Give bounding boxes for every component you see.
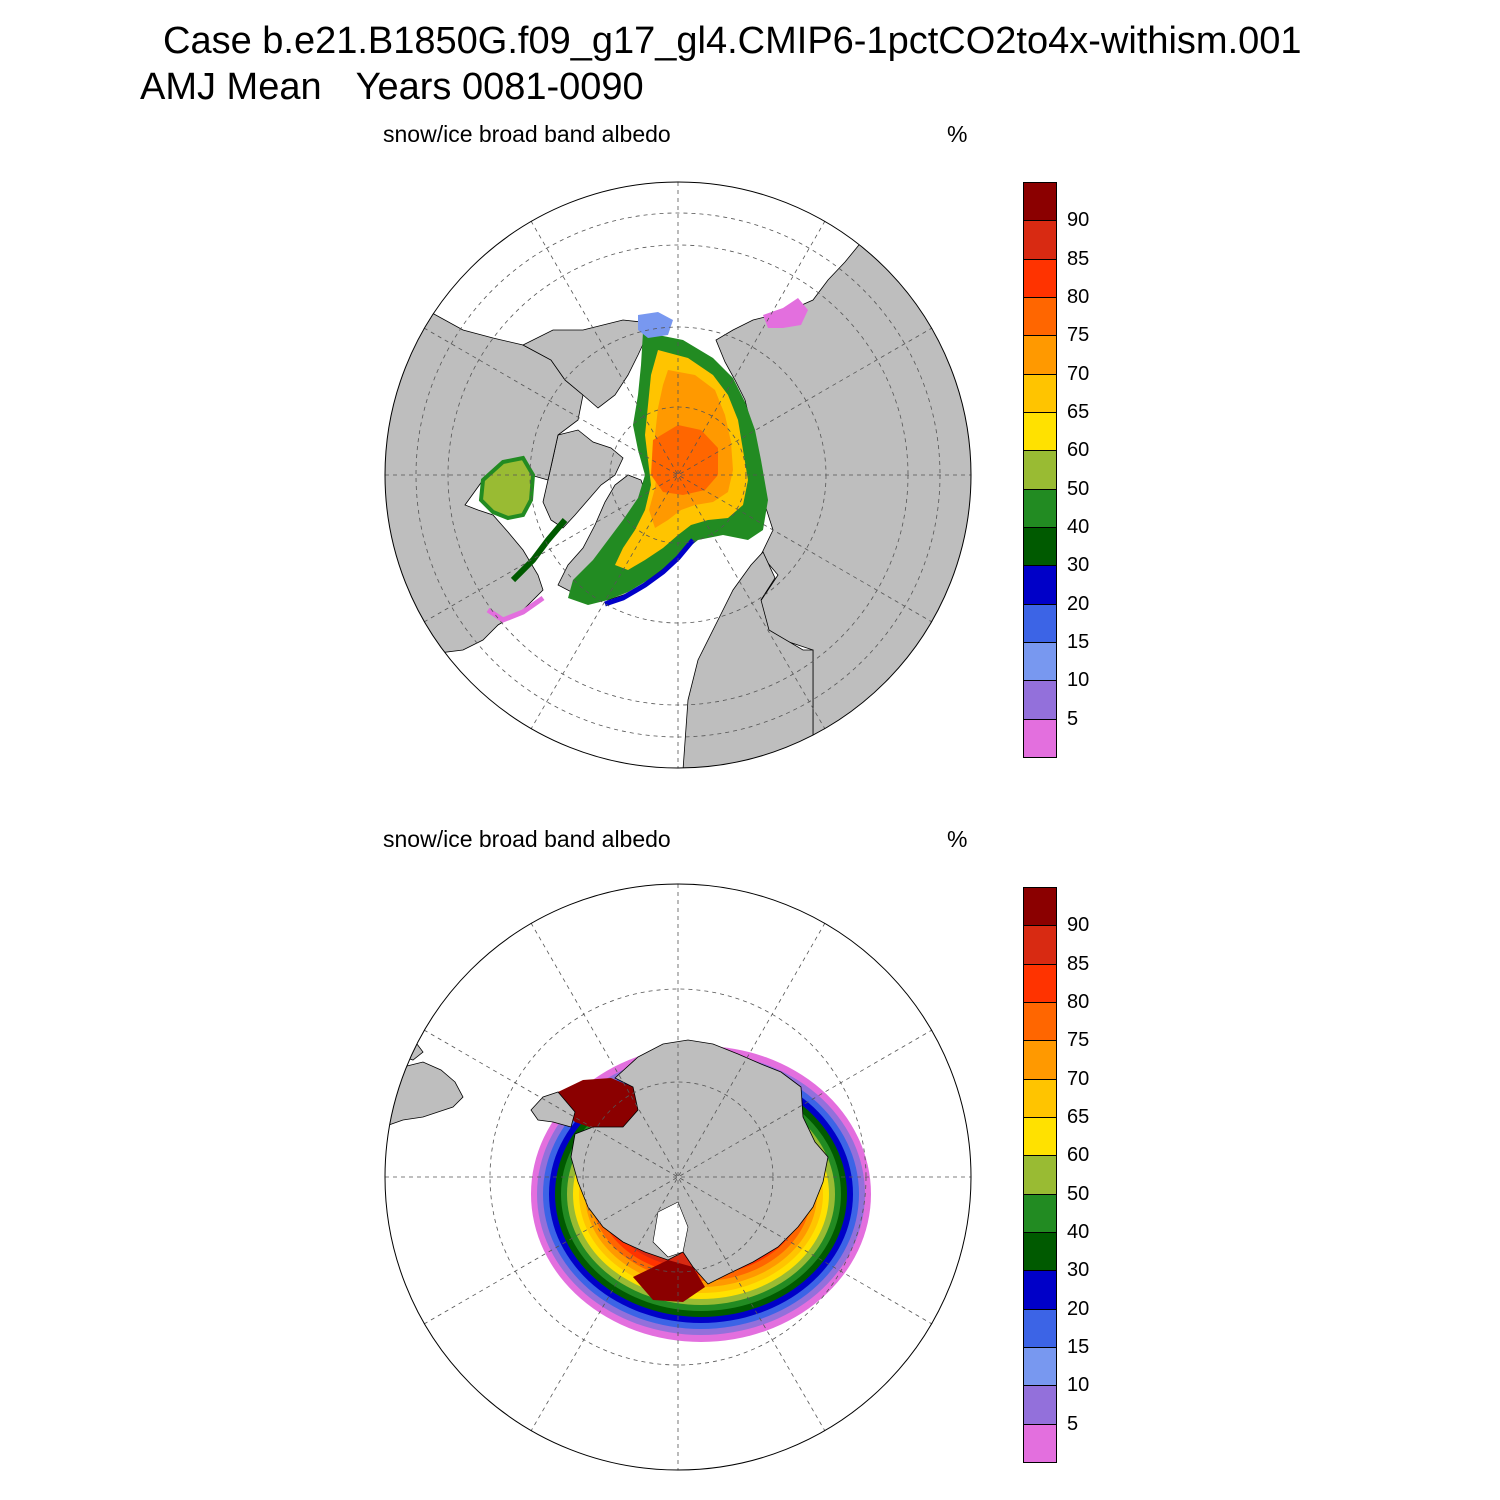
ross-sea-ice: [633, 1260, 705, 1302]
colorbar-box: [1023, 373, 1057, 413]
colorbar-box: [1023, 1155, 1057, 1195]
colorbar-box: [1023, 1040, 1057, 1080]
ross-ice-shelf: [652, 1201, 689, 1258]
season-label: AMJ Mean: [140, 66, 322, 108]
colorbar-box: [1023, 642, 1057, 682]
colorbar-tick-label: 20: [1067, 592, 1090, 615]
colorbar-tick-label: 65: [1067, 1106, 1090, 1128]
colorbar-tick-label: 80: [1067, 286, 1090, 308]
south-graticule: [385, 884, 971, 1470]
colorbar-box: [1023, 1423, 1057, 1463]
colorbar-tick-label: 30: [1067, 554, 1090, 577]
colorbar-tick-label: 85: [1067, 247, 1090, 270]
colorbar-box: [1023, 297, 1057, 337]
colorbar-tick-label: 75: [1067, 324, 1090, 347]
colorbar-tick-label: 30: [1067, 1259, 1090, 1282]
colorbar-box: [1023, 1308, 1057, 1348]
colorbar-box: [1023, 1347, 1057, 1387]
okhotsk-ice: [763, 298, 808, 328]
colorbar-tick-label: 15: [1067, 1336, 1090, 1358]
south-polar-map: [384, 883, 972, 1471]
colorbar-box: [1023, 718, 1057, 758]
east-greenland-ice: [604, 538, 695, 607]
south-america-north: [385, 1000, 424, 1061]
colorbar-tick-label: 60: [1067, 439, 1090, 462]
colorbar-box: [1023, 963, 1057, 1003]
colorbar-box: [1023, 1078, 1057, 1118]
colorbar-box: [1023, 1193, 1057, 1233]
colorbar-tick-label: 50: [1067, 1182, 1090, 1205]
panel1-unit-label: %: [947, 121, 968, 147]
colorbar-box: [1023, 258, 1057, 298]
colorbar-box: [1023, 220, 1057, 260]
canadian-archipelago: [542, 429, 624, 529]
colorbar-tick-label: 70: [1067, 1067, 1090, 1090]
figure-title-period: AMJ Mean Years 0081-0090: [140, 66, 644, 109]
figure-title-case: Case b.e21.B1850G.f09_g17_gl4.CMIP6-1pct…: [163, 20, 1302, 62]
colorbar-box: [1023, 565, 1057, 605]
baffin-ice-bands: [510, 518, 568, 583]
antarctica-landmass: [570, 1039, 829, 1285]
colorbar-tick-label: 50: [1067, 477, 1090, 500]
colorbar-tick-label: 80: [1067, 991, 1090, 1013]
colorbar-box: [1023, 182, 1057, 222]
south-america-landmass: [385, 1061, 464, 1128]
colorbar-tick-label: 65: [1067, 401, 1090, 423]
colorbar-box: [1023, 450, 1057, 490]
colorbar-box: [1023, 603, 1057, 643]
north-graticule: [385, 182, 971, 768]
colorbar-box: [1023, 1270, 1057, 1310]
colorbar-tick-label: 60: [1067, 1144, 1090, 1167]
colorbar-tick-label: 10: [1067, 669, 1090, 692]
colorbar-tick-label: 5: [1067, 1412, 1079, 1435]
alaska-landmass: [522, 319, 646, 409]
hudson-bay-ice: [478, 455, 536, 521]
colorbar-box: [1023, 527, 1057, 567]
colorbar-box: [1023, 1117, 1057, 1157]
bering-ice: [638, 312, 673, 338]
antarctic-peninsula: [530, 1091, 576, 1128]
colorbar-tick-label: 75: [1067, 1029, 1090, 1052]
south-colorbar: 90 85 80 75 70 65 60 50 40 30 20 15 10 5: [1023, 887, 1089, 1463]
colorbar-box: [1023, 1002, 1057, 1042]
colorbar-tick-label: 90: [1067, 914, 1090, 937]
panel2-unit-label: %: [947, 826, 968, 852]
colorbar-box: [1023, 925, 1057, 965]
colorbar-tick-label: 70: [1067, 362, 1090, 385]
colorbar-box: [1023, 1232, 1057, 1272]
colorbar-box: [1023, 412, 1057, 452]
colorbar-box: [1023, 1385, 1057, 1425]
north-polar-map: [384, 181, 972, 769]
europe-landmass: [682, 551, 814, 768]
colorbar-box: [1023, 335, 1057, 375]
north-colorbar: 90 85 80 75 70 65 60 50 40 30 20 15 10 5: [1023, 182, 1089, 758]
colorbar-tick-label: 20: [1067, 1297, 1090, 1320]
colorbar-tick-label: 40: [1067, 1221, 1090, 1243]
colorbar-box: [1023, 680, 1057, 720]
colorbar-box: [1023, 887, 1057, 927]
colorbar-tick-label: 5: [1067, 707, 1079, 730]
colorbar-tick-label: 90: [1067, 209, 1090, 232]
panel1-variable-label: snow/ice broad band albedo: [383, 121, 671, 147]
colorbar-box: [1023, 488, 1057, 528]
colorbar-tick-label: 85: [1067, 952, 1090, 975]
colorbar-tick-label: 40: [1067, 516, 1090, 538]
colorbar-tick-label: 15: [1067, 631, 1090, 653]
weddell-sea-ice: [558, 1078, 638, 1130]
colorbar-tick-label: 10: [1067, 1374, 1090, 1397]
arctic-ice-core: [651, 425, 718, 495]
years-label: Years 0081-0090: [355, 66, 644, 108]
panel2-variable-label: snow/ice broad band albedo: [383, 826, 671, 852]
